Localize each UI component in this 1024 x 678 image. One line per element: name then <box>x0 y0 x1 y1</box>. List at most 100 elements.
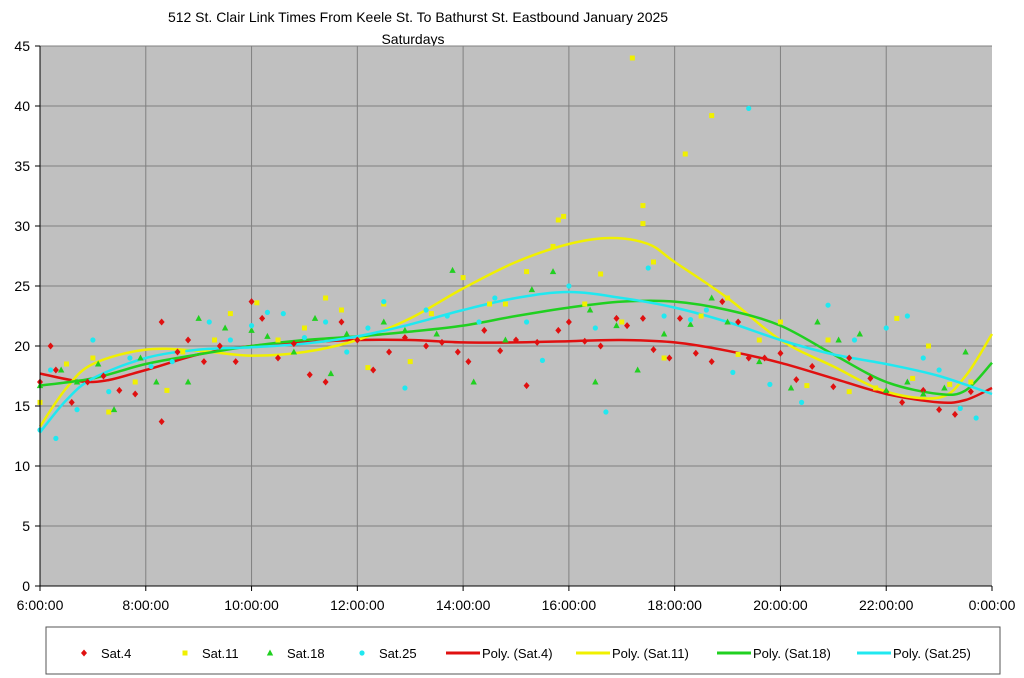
data-point-sat-25 <box>973 415 979 421</box>
data-point-sat-18 <box>502 336 509 343</box>
data-point-sat-25 <box>592 325 598 331</box>
data-point-sat-4 <box>735 318 742 326</box>
data-point-sat-18 <box>401 326 409 333</box>
data-point-sat-11 <box>894 315 900 321</box>
data-point-sat-4 <box>338 318 345 326</box>
y-tick-label: 45 <box>14 38 30 54</box>
data-point-sat-18 <box>470 378 477 385</box>
x-tick-label: 20:00:00 <box>753 597 808 613</box>
data-point-sat-4 <box>423 342 430 350</box>
legend <box>45 626 1001 675</box>
data-point-sat-4 <box>534 338 541 346</box>
data-point-sat-25 <box>645 265 651 271</box>
data-point-sat-4 <box>951 410 958 418</box>
data-point-sat-4 <box>465 358 472 366</box>
data-point-sat-25 <box>344 349 350 355</box>
data-point-sat-11 <box>968 379 974 385</box>
data-point-sat-4 <box>370 366 377 374</box>
legend-label: Poly. (Sat.4) <box>482 646 553 661</box>
data-point-sat-18 <box>724 318 731 325</box>
data-point-sat-4 <box>809 362 816 370</box>
data-point-sat-4 <box>565 318 572 326</box>
data-point-sat-25 <box>381 299 387 305</box>
data-point-sat-25 <box>127 355 133 361</box>
data-point-sat-25 <box>851 337 858 343</box>
data-point-sat-18 <box>787 384 795 391</box>
y-tick-label: 40 <box>14 98 30 114</box>
data-point-sat-25 <box>603 409 609 415</box>
data-point-sat-4 <box>259 314 266 322</box>
data-point-sat-25 <box>687 317 694 323</box>
data-point-sat-4 <box>47 342 54 350</box>
x-tick-label: 6:00:00 <box>17 597 64 613</box>
data-point-sat-18 <box>904 378 911 385</box>
data-point-sat-11 <box>63 361 69 367</box>
data-point-sat-18 <box>592 378 599 385</box>
x-tick-label: 0:00:00 <box>969 597 1016 613</box>
data-point-sat-25 <box>206 319 212 325</box>
chart-title: 512 St. Clair Link Times From Keele St. … <box>168 9 668 25</box>
data-point-sat-25 <box>936 367 942 373</box>
data-point-sat-4 <box>936 406 943 414</box>
data-point-sat-11 <box>428 311 434 317</box>
data-point-sat-25 <box>106 389 112 395</box>
data-point-sat-11 <box>619 319 625 325</box>
data-point-sat-11 <box>365 365 371 371</box>
data-point-sat-4 <box>624 322 631 330</box>
data-point-sat-18 <box>528 286 536 293</box>
x-tick-label: 16:00:00 <box>542 597 597 613</box>
data-point-sat-4 <box>719 298 726 306</box>
legend-marker-icon <box>182 650 188 656</box>
legend-label: Poly. (Sat.11) <box>612 646 689 661</box>
legend-marker-icon <box>359 650 365 656</box>
data-point-sat-11 <box>106 409 112 415</box>
data-point-sat-25 <box>767 381 773 387</box>
data-point-sat-25 <box>476 319 482 325</box>
data-point-sat-4 <box>613 314 620 322</box>
data-point-sat-4 <box>597 342 604 350</box>
data-point-sat-4 <box>920 386 927 394</box>
data-point-sat-4 <box>132 390 139 398</box>
data-point-sat-18 <box>613 322 620 329</box>
legend-label: Sat.11 <box>202 646 239 661</box>
data-point-sat-18 <box>835 336 842 343</box>
data-point-sat-18 <box>856 330 863 337</box>
data-point-sat-18 <box>941 384 948 391</box>
data-point-sat-4 <box>158 318 165 326</box>
data-point-sat-4 <box>481 326 488 334</box>
data-point-sat-11 <box>598 271 604 277</box>
data-point-sat-18 <box>962 348 969 355</box>
data-point-sat-11 <box>910 375 916 381</box>
data-point-sat-11 <box>90 355 96 361</box>
legend-label: Sat.18 <box>287 646 325 661</box>
data-point-sat-11 <box>640 221 646 227</box>
data-point-sat-11 <box>926 343 932 349</box>
data-point-sat-11 <box>254 300 260 306</box>
data-point-sat-4 <box>867 374 874 382</box>
data-point-sat-4 <box>830 383 837 391</box>
data-point-sat-11 <box>555 217 561 223</box>
data-point-sat-18 <box>94 360 102 367</box>
legend-marker-icon <box>81 649 87 657</box>
data-point-sat-4 <box>676 314 683 322</box>
data-point-sat-11 <box>777 319 783 325</box>
data-point-sat-4 <box>174 348 181 356</box>
data-point-sat-11 <box>640 203 646 209</box>
data-point-sat-4 <box>232 358 239 366</box>
data-point-sat-11 <box>338 307 344 313</box>
data-point-sat-18 <box>634 366 641 373</box>
data-point-sat-4 <box>639 314 646 322</box>
data-point-sat-4 <box>777 349 784 357</box>
data-point-sat-25 <box>661 313 667 319</box>
y-tick-label: 15 <box>14 398 30 414</box>
y-tick-label: 5 <box>22 518 30 534</box>
data-point-sat-11 <box>846 389 852 395</box>
data-point-sat-11 <box>756 337 762 343</box>
data-point-sat-11 <box>709 113 715 119</box>
data-point-sat-18 <box>110 406 118 413</box>
data-point-sat-18 <box>184 378 192 385</box>
data-point-sat-25 <box>523 319 530 325</box>
data-point-sat-25 <box>746 105 752 111</box>
data-point-sat-18 <box>449 266 456 273</box>
